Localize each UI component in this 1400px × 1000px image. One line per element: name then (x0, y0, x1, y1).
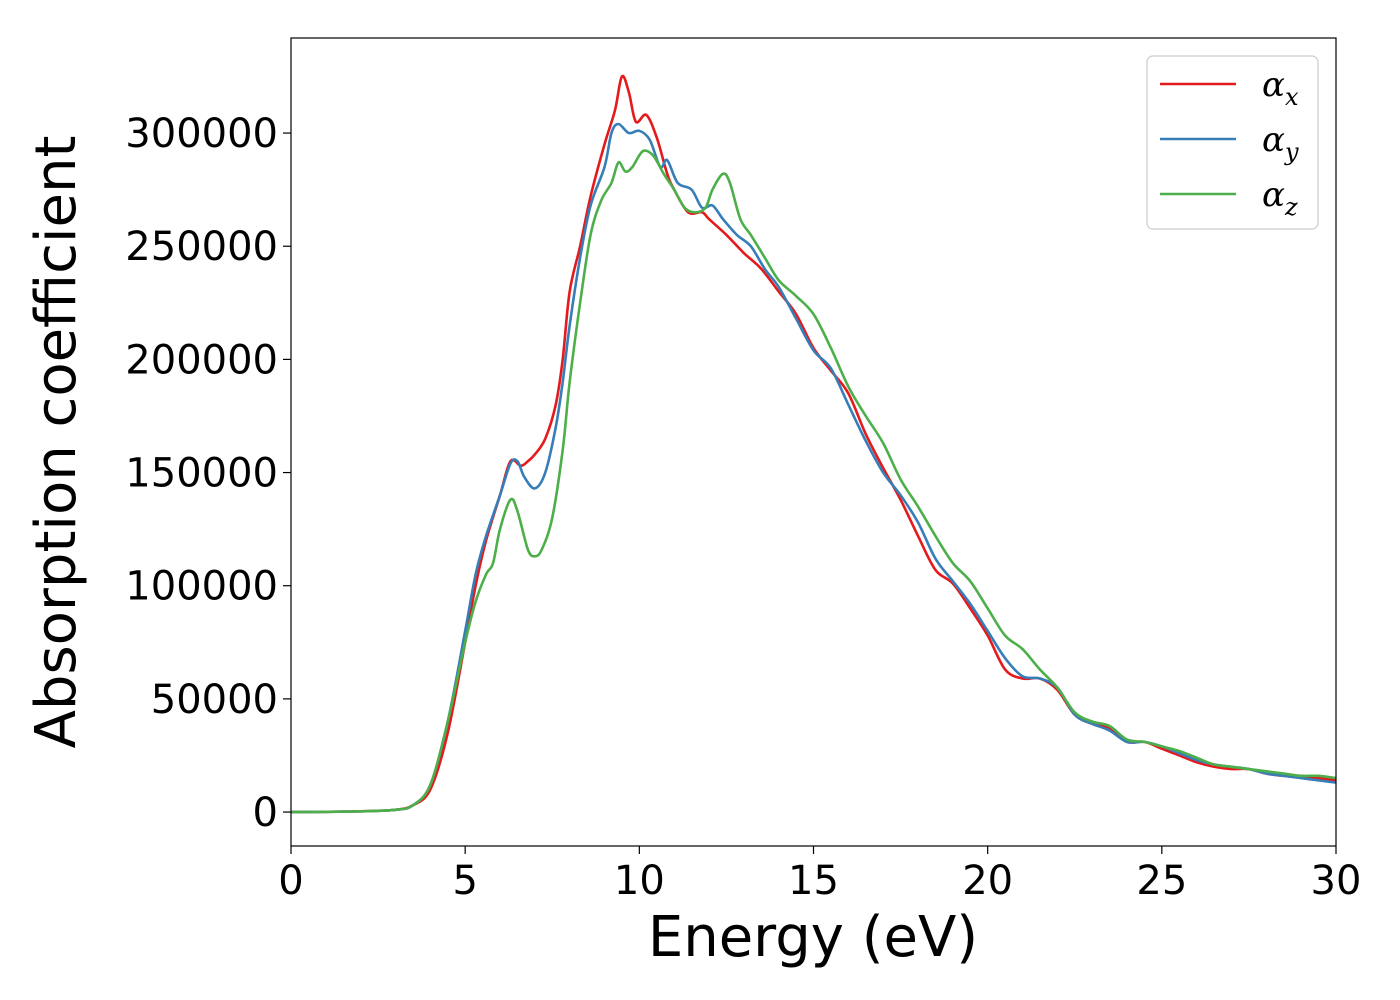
y-tick-label: 300000 (125, 111, 278, 157)
y-tick-label: 0 (253, 790, 278, 836)
y-tick-label: 200000 (125, 337, 278, 383)
legend-subscript: z (1284, 193, 1298, 221)
series-line-z (291, 149, 1336, 814)
legend-symbol: α (1262, 175, 1285, 215)
legend-subscript: x (1285, 83, 1299, 111)
y-tick-label: 100000 (125, 564, 278, 610)
x-tick-label: 30 (1311, 858, 1362, 904)
legend-label-x: αx (1262, 65, 1299, 111)
legend-frame (1146, 55, 1319, 230)
x-tick-label: 15 (788, 858, 839, 904)
x-axis: 0 5 10 15 20 25 30 (278, 846, 1361, 904)
x-axis-label: Energy (eV) (648, 905, 978, 970)
legend-subscript: y (1284, 138, 1299, 166)
x-tick-label: 20 (962, 858, 1013, 904)
legend-symbol: α (1262, 65, 1285, 105)
legend-symbol: α (1262, 120, 1285, 160)
y-axis: 0 50000 100000 150000 200000 250000 300000 (125, 111, 291, 836)
series-layer (291, 74, 1336, 814)
legend-label-z: αz (1262, 175, 1298, 221)
x-tick-label: 0 (278, 858, 303, 904)
y-tick-label: 50000 (151, 677, 278, 723)
y-tick-label: 150000 (125, 451, 278, 497)
x-tick-label: 5 (452, 858, 477, 904)
y-tick-label: 250000 (125, 224, 278, 270)
y-axis-label: Absorption coefficient (24, 136, 89, 749)
x-tick-label: 25 (1136, 858, 1187, 904)
legend-label-y: αy (1262, 120, 1299, 166)
x-tick-label: 10 (614, 858, 665, 904)
